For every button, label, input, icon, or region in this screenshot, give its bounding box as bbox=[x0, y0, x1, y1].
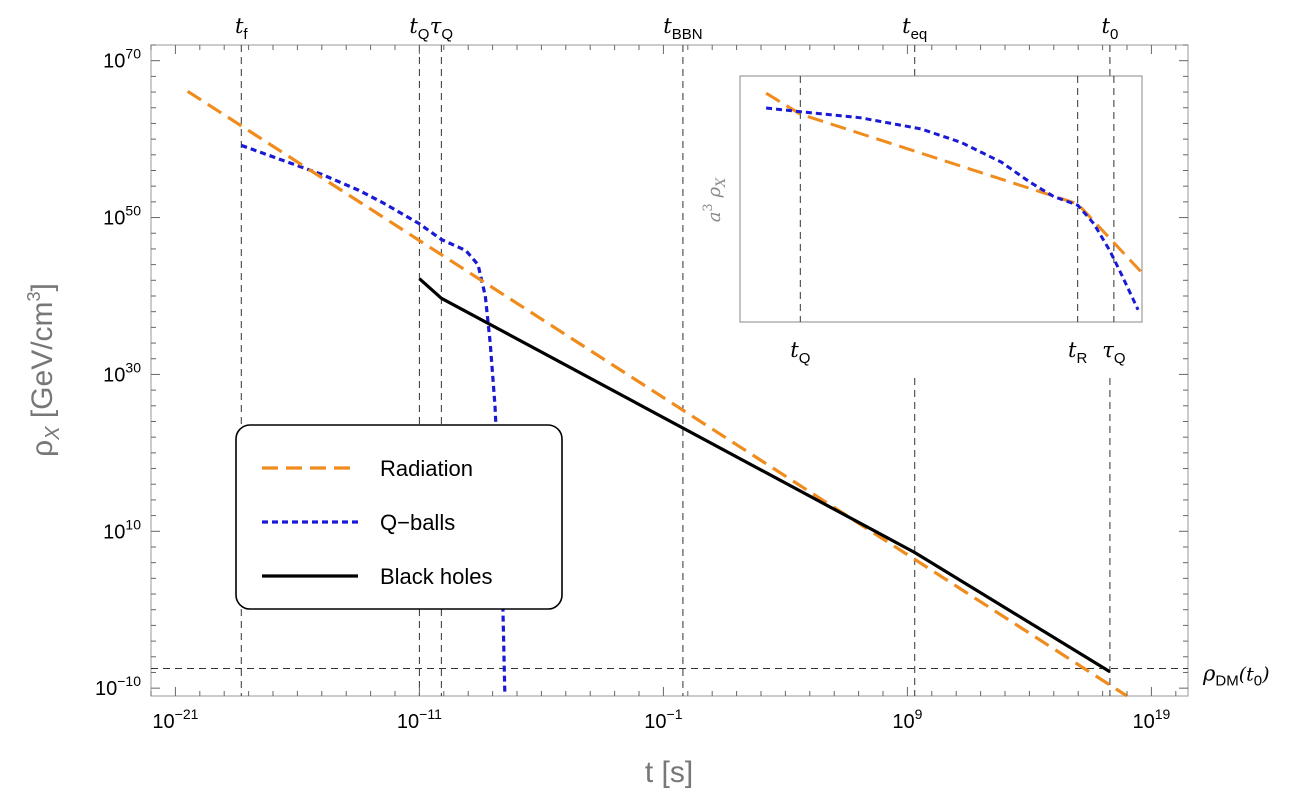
horizontal-marker-label: ρDM(t0) bbox=[1202, 662, 1270, 690]
y-tick-label: 10−10 bbox=[95, 673, 141, 700]
x-tick-label: 109 bbox=[892, 706, 922, 733]
inset-frame bbox=[739, 75, 1143, 323]
inset-y-axis-label: a3 ρX bbox=[701, 177, 729, 222]
inset-qballs-line bbox=[765, 106, 1140, 311]
vertical-marker-label: τQ bbox=[430, 14, 453, 43]
y-tick-label: 1010 bbox=[103, 516, 141, 543]
vertical-marker-label: tQ bbox=[409, 14, 429, 43]
y-tick-label: 1030 bbox=[103, 359, 141, 386]
series-radiation-line bbox=[186, 89, 1128, 698]
inset-marker-label: tR bbox=[1068, 338, 1087, 367]
vertical-marker-label: tf bbox=[235, 14, 248, 43]
legend-label-q-balls: Q−balls bbox=[380, 510, 455, 535]
vertical-marker-label: tBBN bbox=[663, 14, 702, 43]
legend-label-radiation: Radiation bbox=[380, 456, 473, 481]
x-tick-label: 10−11 bbox=[397, 706, 442, 733]
vertical-marker-label: teq bbox=[902, 14, 927, 43]
legend: Radiation Q−balls Black holes bbox=[235, 424, 563, 610]
x-tick-label: 10−1 bbox=[644, 706, 682, 733]
legend-box bbox=[235, 424, 563, 610]
plot-frame bbox=[150, 44, 1189, 697]
inset-marker-label: τQ bbox=[1102, 338, 1125, 367]
series-q-balls-line bbox=[240, 143, 507, 693]
y-tick-label: 1070 bbox=[103, 46, 141, 73]
y-tick-label: 1050 bbox=[103, 203, 141, 230]
series-black-holes-line bbox=[418, 277, 1111, 674]
x-tick-label: 1019 bbox=[1132, 706, 1170, 733]
inset-plot: tQ tR τQ a3 ρX bbox=[701, 75, 1144, 367]
x-axis-title: t [s] bbox=[645, 756, 693, 789]
x-tick-label: 10−21 bbox=[152, 706, 198, 733]
axis-ticks bbox=[150, 44, 1188, 696]
legend-label-black-holes: Black holes bbox=[380, 564, 493, 589]
vertical-marker-label: t0 bbox=[1102, 14, 1119, 43]
y-axis-title-group: ρX [GeV/cm3] bbox=[24, 283, 64, 457]
y-axis-title: ρX [GeV/cm3] bbox=[24, 283, 64, 457]
inset-marker-label: tQ bbox=[790, 338, 810, 367]
